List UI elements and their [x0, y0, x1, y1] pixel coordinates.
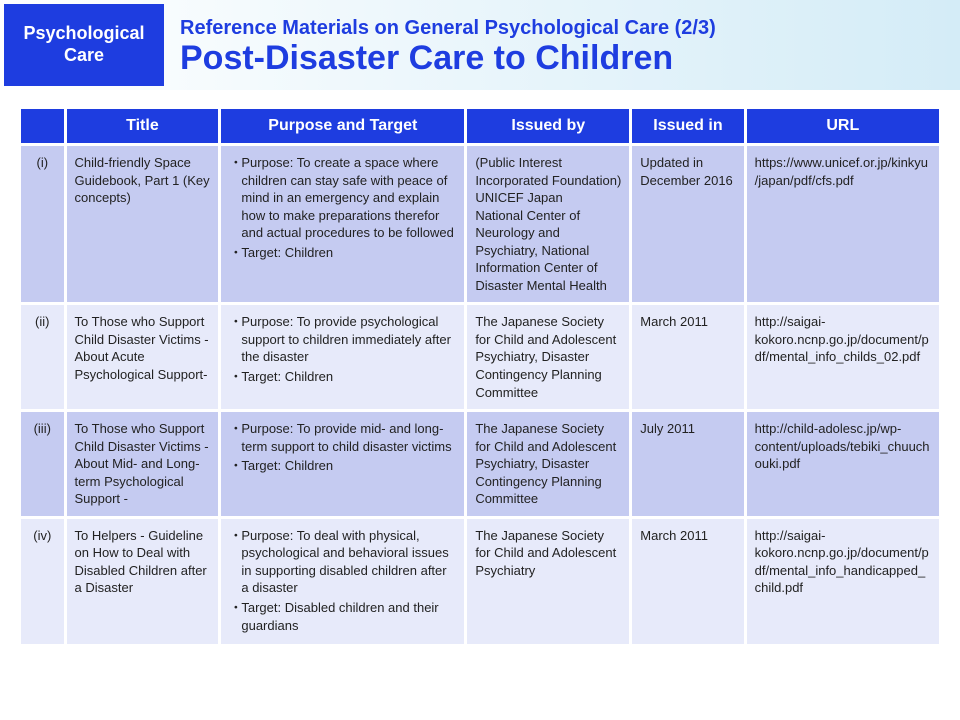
th-url: URL — [747, 109, 939, 143]
cell-url: http://saigai-kokoro.ncnp.go.jp/document… — [747, 519, 939, 644]
cell-url: https://www.unicef.or.jp/kinkyu/japan/pd… — [747, 146, 939, 302]
cell-index: (iii) — [21, 412, 64, 516]
th-purpose: Purpose and Target — [221, 109, 464, 143]
cell-issued-in: March 2011 — [632, 305, 743, 409]
page-title: Post-Disaster Care to Children — [180, 40, 716, 77]
cell-title: To Helpers - Guideline on How to Deal wi… — [67, 519, 219, 644]
purpose-item: Target: Children — [229, 368, 456, 386]
badge-line2: Care — [64, 45, 104, 67]
cell-url: http://child-adolesc.jp/wp-content/uploa… — [747, 412, 939, 516]
table-container: Title Purpose and Target Issued by Issue… — [0, 90, 960, 647]
table-row: (iii)To Those who Support Child Disaster… — [21, 412, 939, 516]
table-header-row: Title Purpose and Target Issued by Issue… — [21, 109, 939, 143]
cell-issued-by: The Japanese Society for Child and Adole… — [467, 412, 629, 516]
cell-title: Child-friendly Space Guidebook, Part 1 (… — [67, 146, 219, 302]
th-issued-by: Issued by — [467, 109, 629, 143]
cell-issued-in: July 2011 — [632, 412, 743, 516]
header: Psychological Care Reference Materials o… — [0, 0, 960, 90]
table-row: (iv)To Helpers - Guideline on How to Dea… — [21, 519, 939, 644]
th-title: Title — [67, 109, 219, 143]
category-badge: Psychological Care — [4, 4, 164, 86]
cell-issued-in: March 2011 — [632, 519, 743, 644]
cell-issued-by: (Public Interest Incorporated Foundation… — [467, 146, 629, 302]
purpose-item: Target: Disabled children and their guar… — [229, 599, 456, 634]
cell-index: (ii) — [21, 305, 64, 409]
cell-index: (iv) — [21, 519, 64, 644]
cell-issued-by: The Japanese Society for Child and Adole… — [467, 519, 629, 644]
cell-url: http://saigai-kokoro.ncnp.go.jp/document… — [747, 305, 939, 409]
page-subtitle: Reference Materials on General Psycholog… — [180, 17, 716, 40]
cell-purpose: Purpose: To provide psychological suppor… — [221, 305, 464, 409]
table-row: (i)Child-friendly Space Guidebook, Part … — [21, 146, 939, 302]
purpose-item: Purpose: To provide psychological suppor… — [229, 313, 456, 366]
cell-purpose: Purpose: To deal with physical, psycholo… — [221, 519, 464, 644]
badge-line1: Psychological — [23, 23, 144, 45]
purpose-item: Purpose: To deal with physical, psycholo… — [229, 527, 456, 597]
th-index — [21, 109, 64, 143]
cell-purpose: Purpose: To provide mid- and long-term s… — [221, 412, 464, 516]
purpose-item: Target: Children — [229, 457, 456, 475]
cell-issued-by: The Japanese Society for Child and Adole… — [467, 305, 629, 409]
purpose-item: Purpose: To provide mid- and long-term s… — [229, 420, 456, 455]
cell-issued-in: Updated in December 2016 — [632, 146, 743, 302]
cell-title: To Those who Support Child Disaster Vict… — [67, 305, 219, 409]
title-block: Reference Materials on General Psycholog… — [164, 0, 716, 90]
purpose-item: Target: Children — [229, 244, 456, 262]
cell-index: (i) — [21, 146, 64, 302]
purpose-item: Purpose: To create a space where childre… — [229, 154, 456, 242]
cell-purpose: Purpose: To create a space where childre… — [221, 146, 464, 302]
reference-table: Title Purpose and Target Issued by Issue… — [18, 106, 942, 647]
th-issued-in: Issued in — [632, 109, 743, 143]
table-row: (ii)To Those who Support Child Disaster … — [21, 305, 939, 409]
cell-title: To Those who Support Child Disaster Vict… — [67, 412, 219, 516]
